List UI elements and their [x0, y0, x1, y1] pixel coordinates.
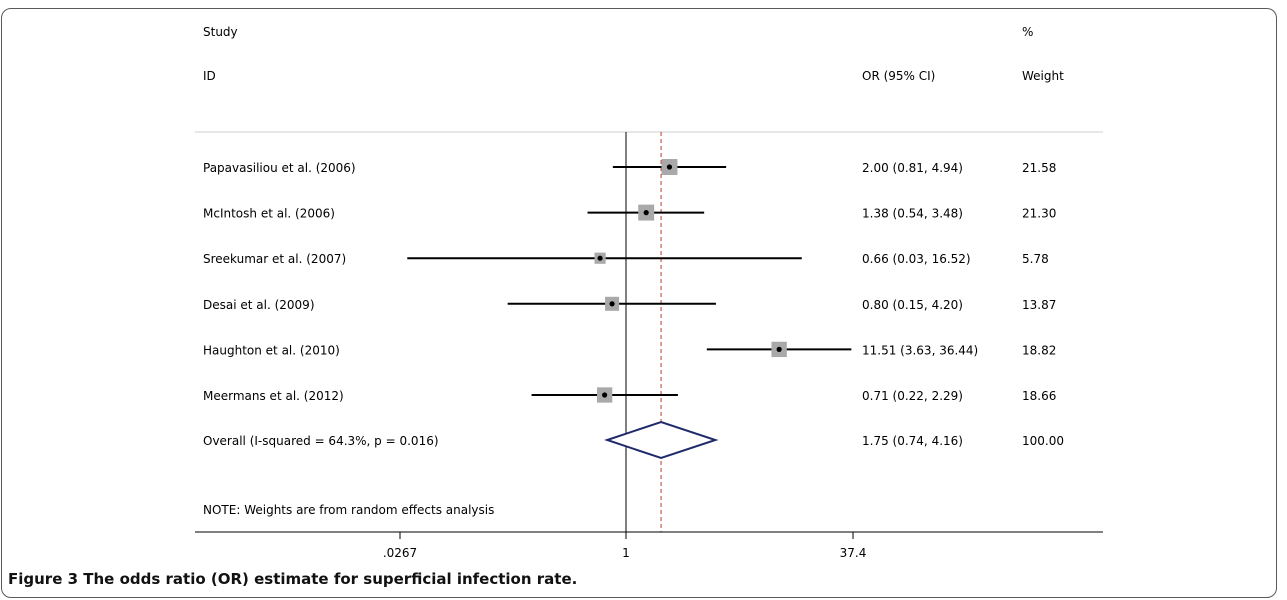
study-ci: 1.38 (0.54, 3.48) — [862, 207, 963, 221]
point-estimate — [602, 392, 608, 398]
overall-diamond — [604, 420, 719, 460]
point-estimate — [597, 255, 603, 261]
overall-weight: 100.00 — [1022, 434, 1064, 448]
header-id: ID — [203, 69, 216, 83]
study-label: Papavasiliou et al. (2006) — [203, 161, 356, 175]
study-label: Haughton et al. (2010) — [203, 343, 340, 357]
study-row: Desai et al. (2009) 0.80 (0.15, 4.20) 13.8… — [203, 296, 1056, 312]
study-label: McIntosh et al. (2006) — [203, 207, 335, 221]
study-weight: 13.87 — [1022, 298, 1056, 312]
study-weight: 18.82 — [1022, 343, 1056, 357]
figure-frame — [1, 8, 1277, 598]
study-weight: 18.66 — [1022, 389, 1056, 403]
x-tick-label: 1 — [622, 546, 630, 560]
header-percent: % — [1022, 25, 1033, 39]
study-weight: 5.78 — [1022, 252, 1049, 266]
study-weight: 21.58 — [1022, 161, 1056, 175]
note: NOTE: Weights are from random effects an… — [203, 503, 494, 517]
study-label: Desai et al. (2009) — [203, 298, 315, 312]
study-row: Papavasiliou et al. (2006) 2.00 (0.81, 4.… — [203, 159, 1056, 175]
point-estimate — [776, 346, 782, 352]
study-label: Sreekumar et al. (2007) — [203, 252, 346, 266]
x-ticks: .0267 1 37.4 — [383, 532, 867, 560]
study-ci: 0.66 (0.03, 16.52) — [862, 252, 971, 266]
header-row: Study ID OR (95% CI) % Weight — [203, 25, 1064, 83]
study-ci: 0.71 (0.22, 2.29) — [862, 389, 963, 403]
point-estimate — [666, 164, 673, 170]
study-row: Sreekumar et al. (2007) 0.66 (0.03, 16.52… — [203, 252, 1049, 266]
header-study: Study — [203, 25, 238, 39]
study-ci: 11.51 (3.63, 36.44) — [862, 343, 978, 357]
overall-ci: 1.75 (0.74, 4.16) — [862, 434, 963, 448]
overall-label: Overall (I-squared = 64.3%, p = 0.016) — [203, 434, 439, 448]
study-row: Meermans et al. (2012) 0.71 (0.22, 2.29) 1… — [203, 387, 1056, 403]
point-estimate — [643, 210, 649, 216]
x-tick-label: .0267 — [383, 546, 417, 560]
point-estimate — [609, 301, 615, 307]
figure-label: Figure 3 — [8, 570, 79, 588]
header-estimate: OR (95% CI) — [862, 69, 935, 83]
x-tick-label: 37.4 — [840, 546, 867, 560]
figure-caption: Figure 3 The odds ratio (OR) estimate fo… — [8, 570, 577, 594]
header-weight: Weight — [1022, 69, 1064, 83]
study-rows: Papavasiliou et al. (2006) 2.00 (0.81, 4.… — [203, 159, 1056, 403]
caption-text: The odds ratio (OR) estimate for superfi… — [78, 570, 578, 588]
overall-row: Overall (I-squared = 64.3%, p = 0.016) 1… — [203, 420, 1064, 460]
study-ci: 2.00 (0.81, 4.94) — [862, 161, 963, 175]
study-row: McIntosh et al. (2006) 1.38 (0.54, 3.48) 2… — [203, 204, 1056, 221]
study-row: Haughton et al. (2010) 11.51 (3.63, 36.44… — [203, 341, 1056, 357]
study-ci: 0.80 (0.15, 4.20) — [862, 298, 963, 312]
study-weight: 21.30 — [1022, 207, 1056, 221]
study-label: Meermans et al. (2012) — [203, 389, 344, 403]
